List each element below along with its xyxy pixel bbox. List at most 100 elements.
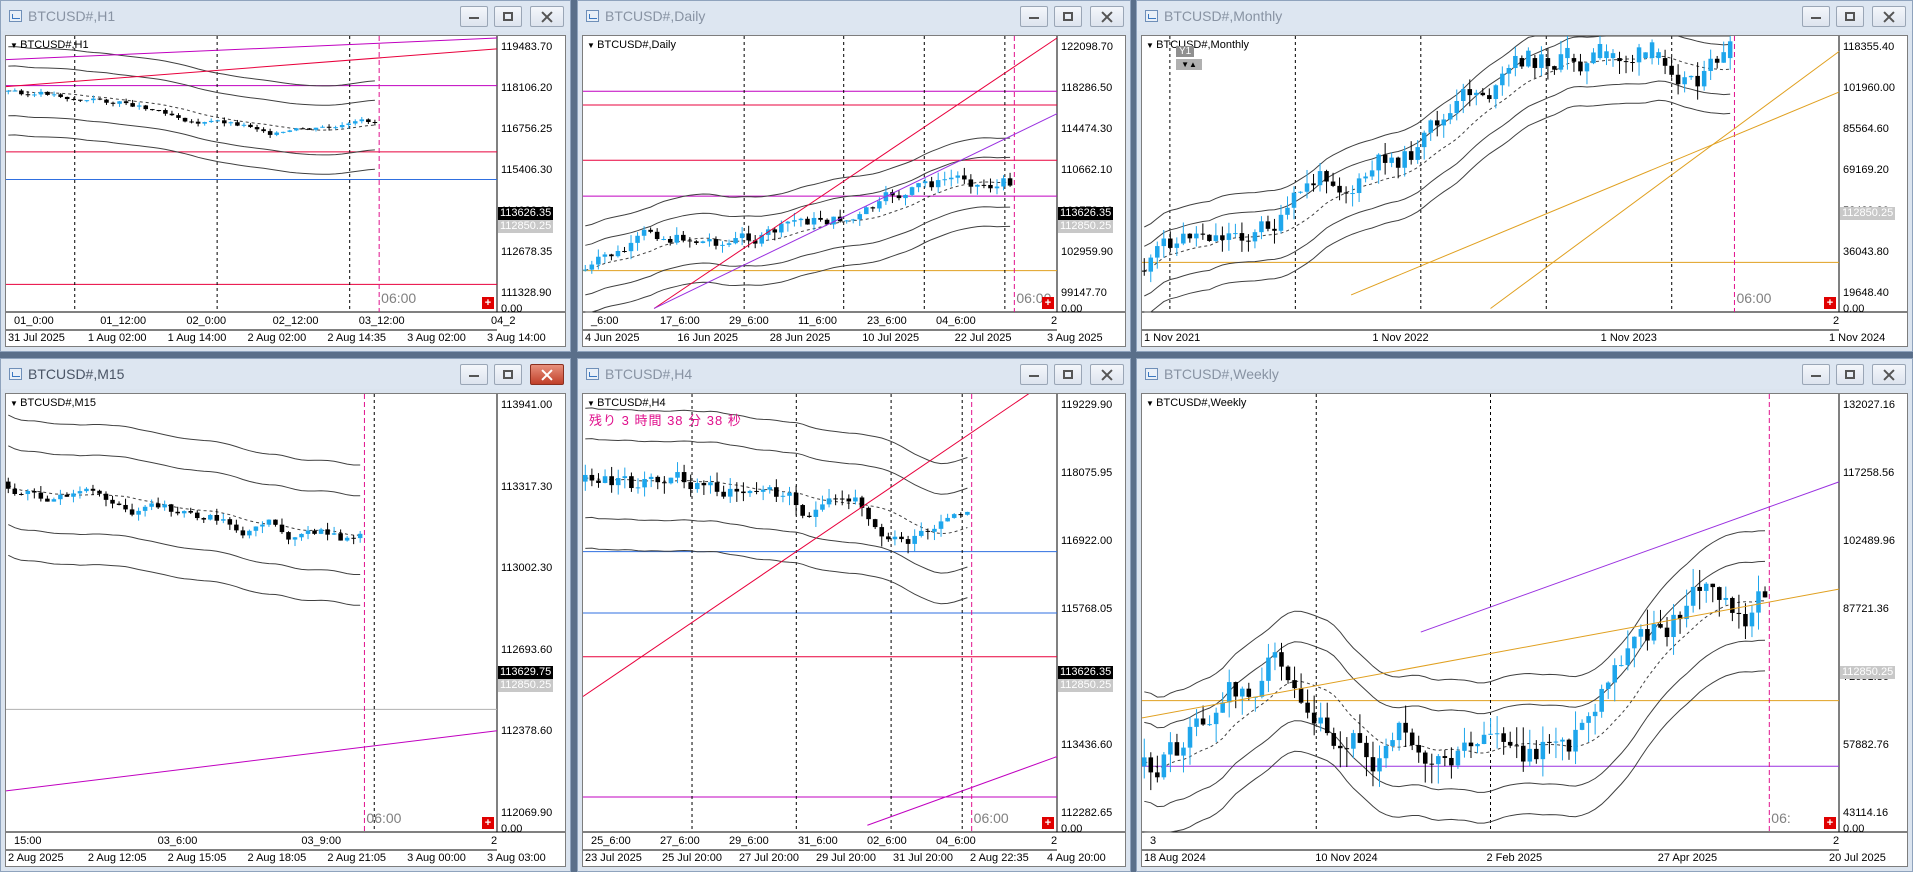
close-button[interactable] [530,6,564,27]
candlestick [90,488,96,491]
scroll-arrows-icon[interactable]: ▼▲ [1176,59,1202,70]
candlestick [1501,733,1506,742]
time-axis-label: 2 Aug 14:35 [327,332,387,344]
bollinger-band-line [585,516,968,574]
minimize-button[interactable] [460,6,488,27]
add-order-icon[interactable]: + [1042,297,1054,309]
add-order-icon[interactable]: + [1042,817,1054,829]
candlestick [1291,192,1297,208]
time-axis-label: 31 Jul 2025 [8,332,65,344]
candlestick [1625,648,1631,666]
window-title: BTCUSD#,Daily [605,8,706,24]
session-time-label: 06: [1771,810,1791,826]
candlestick [1552,66,1557,70]
candlestick [1311,183,1316,186]
candlestick [1324,171,1329,182]
maximize-button[interactable] [1836,364,1864,385]
candlestick [1513,55,1518,69]
maximize-button[interactable] [494,364,522,385]
maximize-button[interactable] [1836,6,1864,27]
maximize-button[interactable] [494,6,522,27]
chart-area[interactable]: BTCUSD#,M15 113941.00 113317.30 113002.30 1… [5,393,566,867]
chart-window-h1[interactable]: BTCUSD#,H1 BTCUSD#,H1 119483.70 118106.20… [0,0,571,352]
minimize-button[interactable] [460,364,488,385]
chart-window-monthly[interactable]: BTCUSD#,Monthly BTCUSD#,Monthly Y1 ▼▲ 11… [1136,0,1913,352]
minimize-button[interactable] [1020,364,1048,385]
bollinger-band-line [1144,99,1731,313]
add-order-icon[interactable]: + [482,817,494,829]
chart-area[interactable]: BTCUSD#,H4 残り 3 時間 38 分 38 秒 119229.90 11… [582,393,1126,867]
chart-area[interactable]: BTCUSD#,Monthly Y1 ▼▲ 118355.40 101960.00… [1141,35,1908,347]
inner-time-label: 01_12:00 [100,315,147,327]
close-button[interactable] [1090,364,1124,385]
candlestick [169,113,175,116]
title-bar[interactable]: BTCUSD#,Monthly [1137,1,1912,31]
chart-area[interactable]: BTCUSD#,Daily 122098.70 118286.50 114474.3… [582,35,1126,347]
candlestick [741,491,746,494]
maximize-button[interactable] [1054,364,1082,385]
y1-button[interactable]: Y1 [1176,46,1195,57]
add-order-icon[interactable]: + [482,297,494,309]
minimize-button[interactable] [1802,6,1830,27]
title-bar[interactable]: BTCUSD#,M15 [1,359,570,389]
chart-window-weekly[interactable]: BTCUSD#,Weekly BTCUSD#,Weekly 132027.16 1… [1136,358,1913,872]
candlestick [813,509,819,517]
add-order-icon[interactable]: + [1824,297,1836,309]
candlestick [675,472,680,478]
candlestick [366,119,371,123]
candlestick [805,218,810,225]
title-bar[interactable]: BTCUSD#,H4 [578,359,1130,389]
minimize-button[interactable] [1020,6,1048,27]
candlestick [844,220,849,222]
candlestick [1422,752,1428,764]
inner-time-label: 2 [1833,835,1840,847]
candlestick [1688,75,1694,78]
candlestick [195,121,201,124]
title-bar[interactable]: BTCUSD#,H1 [1,1,570,31]
candlestick [1161,754,1167,778]
inner-time-label: 15:00 [14,835,42,847]
candlestick [1658,624,1663,628]
close-button[interactable] [1090,6,1124,27]
candlestick [1684,605,1689,620]
candlestick [641,229,647,236]
time-axis-label: 3 Aug 00:00 [407,852,466,864]
candlestick [839,498,845,500]
chart-area[interactable]: BTCUSD#,Weekly 132027.16 117258.56 102489.… [1141,393,1908,867]
maximize-button[interactable] [1054,6,1082,27]
candlestick [351,537,356,539]
candlestick [305,530,311,534]
candlestick [339,125,345,128]
close-button[interactable] [1872,6,1906,27]
inner-time-label: 2 [1051,835,1058,847]
current-price-tag: 112850.25 [1840,207,1896,221]
current-price-tag: 113626.35 [498,207,554,221]
add-order-icon[interactable]: + [1824,817,1836,829]
window-title: BTCUSD#,H1 [28,8,116,24]
candlestick [1369,170,1375,177]
candlestick [1442,756,1448,758]
time-axis-label: 10 Nov 2024 [1315,852,1378,864]
candlestick [635,487,641,489]
candlestick [266,519,272,525]
chart-window-h4[interactable]: BTCUSD#,H4 BTCUSD#,H4 残り 3 時間 38 分 38 秒 … [577,358,1131,872]
close-button[interactable] [530,364,564,385]
chart-window-m15[interactable]: BTCUSD#,M15 BTCUSD#,M15 113941.00 113317.… [0,358,571,872]
candlestick [1545,58,1551,67]
candlestick [1416,745,1421,753]
chart-window-daily[interactable]: BTCUSD#,Daily BTCUSD#,Daily 122098.70 118… [577,0,1131,352]
title-bar[interactable]: BTCUSD#,Daily [578,1,1130,31]
candlestick [1409,732,1415,746]
minimize-button[interactable] [1802,364,1830,385]
bollinger-band-line [1144,560,1766,729]
price-axis-label: 0.00 [1061,823,1083,835]
session-time-label: 06:00 [381,290,417,306]
candlestick [589,264,595,270]
candlestick [955,175,961,178]
title-bar[interactable]: BTCUSD#,Weekly [1137,359,1912,389]
candlestick [292,537,298,540]
chart-area[interactable]: BTCUSD#,H1 119483.70 118106.20 116756.25 11… [5,35,566,347]
current-price-tag: 112850.25 [1058,220,1114,234]
candlestick [1703,583,1709,591]
close-button[interactable] [1872,364,1906,385]
